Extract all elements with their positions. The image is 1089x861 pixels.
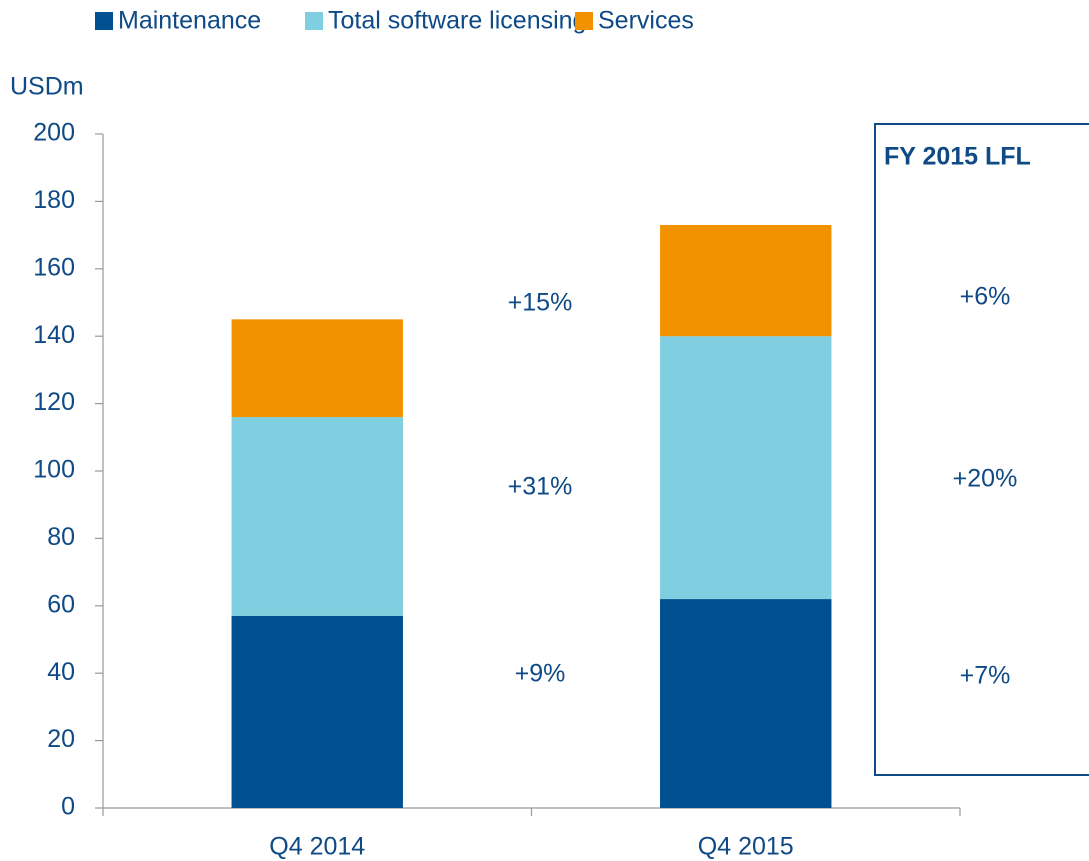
legend-swatch — [575, 12, 593, 30]
y-tick-label: 120 — [33, 388, 75, 416]
y-tick-label: 200 — [33, 119, 75, 147]
bar-segment — [660, 599, 832, 808]
y-tick-label: 80 — [47, 523, 75, 551]
y-tick-label: 0 — [61, 793, 75, 821]
x-tick-label: Q4 2015 — [698, 833, 794, 861]
legend-swatch — [305, 12, 323, 30]
lfl-box — [874, 123, 1089, 776]
box-title: FY 2015 LFL — [884, 143, 1031, 171]
x-tick-label: Q4 2014 — [269, 833, 365, 861]
y-tick-label: 40 — [47, 658, 75, 686]
y-tick-label: 60 — [47, 590, 75, 618]
y-tick-label: 180 — [33, 186, 75, 214]
box-label: +20% — [953, 465, 1018, 493]
box-label: +6% — [960, 283, 1011, 311]
legend-label: Maintenance — [118, 7, 261, 35]
growth-label: +31% — [508, 473, 573, 501]
legend-label: Total software licensing — [328, 7, 586, 35]
bar-segment — [660, 336, 832, 600]
bar-segment — [660, 224, 832, 337]
legend-label: Services — [598, 7, 694, 35]
bar-segment — [231, 615, 403, 808]
y-tick-label: 160 — [33, 253, 75, 281]
legend-swatch — [95, 12, 113, 30]
growth-label: +15% — [508, 289, 573, 317]
box-label: +7% — [960, 662, 1011, 690]
bar-segment — [231, 417, 403, 616]
y-tick-label: 20 — [47, 725, 75, 753]
y-tick-label: 100 — [33, 456, 75, 484]
y-axis-label: USDm — [10, 73, 84, 101]
bar-segment — [231, 319, 403, 418]
y-tick-label: 140 — [33, 321, 75, 349]
growth-label: +9% — [515, 660, 566, 688]
